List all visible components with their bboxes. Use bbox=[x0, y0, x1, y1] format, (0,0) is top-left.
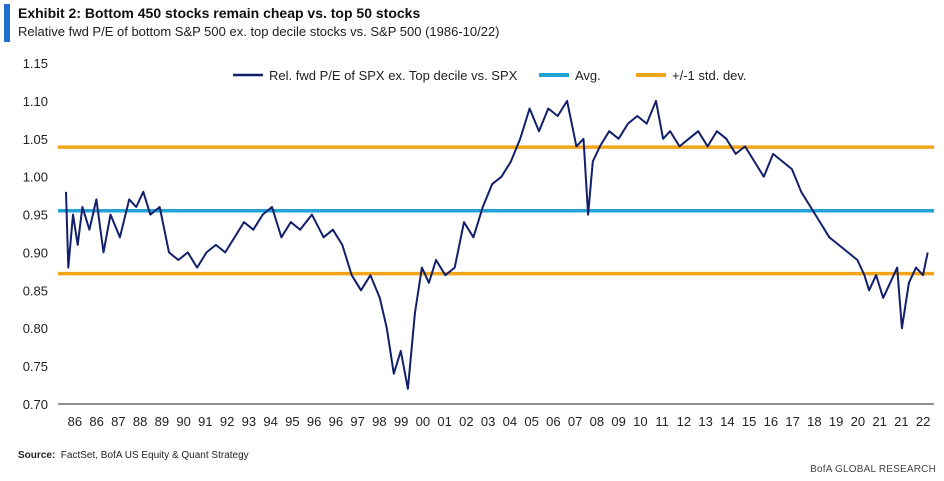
series-line bbox=[65, 99, 929, 390]
x-tick-label: 12 bbox=[677, 414, 691, 429]
x-tick-label: 98 bbox=[372, 414, 386, 429]
source-text: FactSet, BofA US Equity & Quant Strategy bbox=[60, 450, 249, 461]
x-tick-label: 96 bbox=[307, 414, 321, 429]
accent-bar bbox=[4, 4, 10, 42]
x-tick-label: 02 bbox=[459, 414, 473, 429]
legend-avg-label: Avg. bbox=[575, 68, 601, 83]
x-tick-label: 17 bbox=[785, 414, 799, 429]
x-tick-label: 14 bbox=[720, 414, 734, 429]
x-tick-label: 11 bbox=[655, 414, 669, 429]
y-axis: 0.70 0.75 0.80 0.85 0.90 0.95 1.00 1.05 1.10 1.15 bbox=[23, 56, 48, 412]
x-tick-label: 19 bbox=[829, 414, 843, 429]
legend-std: +/-1 std. dev. bbox=[636, 68, 747, 83]
y-tick-label: 0.70 bbox=[23, 397, 48, 412]
branding: BofA GLOBAL RESEARCH bbox=[810, 464, 936, 475]
chart-title: Exhibit 2: Bottom 450 stocks remain chea… bbox=[18, 5, 421, 21]
source-label: Source: bbox=[18, 450, 56, 461]
legend-series: Rel. fwd P/E of SPX ex. Top decile vs. S… bbox=[233, 68, 518, 83]
x-tick-label: 87 bbox=[111, 414, 125, 429]
x-tick-label: 95 bbox=[285, 414, 299, 429]
y-tick-label: 0.80 bbox=[23, 321, 48, 336]
x-tick-label: 05 bbox=[524, 414, 538, 429]
x-tick-label: 97 bbox=[350, 414, 364, 429]
legend: Rel. fwd P/E of SPX ex. Top decile vs. S… bbox=[233, 68, 747, 83]
x-tick-label: 90 bbox=[176, 414, 190, 429]
legend-std-label: +/-1 std. dev. bbox=[672, 68, 747, 83]
y-tick-label: 0.90 bbox=[23, 245, 48, 260]
x-tick-label: 00 bbox=[416, 414, 430, 429]
x-tick-label: 86 bbox=[68, 414, 82, 429]
x-tick-label: 99 bbox=[394, 414, 408, 429]
y-tick-label: 0.95 bbox=[23, 208, 48, 223]
x-tick-label: 13 bbox=[698, 414, 712, 429]
y-tick-label: 1.15 bbox=[23, 56, 48, 71]
reference-lines bbox=[58, 145, 934, 276]
chart-subtitle: Relative fwd P/E of bottom S&P 500 ex. t… bbox=[18, 24, 500, 39]
x-tick-label: 89 bbox=[155, 414, 169, 429]
x-tick-label: 09 bbox=[611, 414, 625, 429]
x-tick-label: 92 bbox=[220, 414, 234, 429]
x-tick-label: 16 bbox=[764, 414, 778, 429]
x-tick-label: 86 bbox=[89, 414, 103, 429]
x-tick-label: 88 bbox=[133, 414, 147, 429]
source-note: Source: FactSet, BofA US Equity & Quant … bbox=[18, 450, 249, 461]
x-tick-label: 93 bbox=[242, 414, 256, 429]
y-tick-label: 0.85 bbox=[23, 283, 48, 298]
x-tick-label: 01 bbox=[437, 414, 451, 429]
x-tick-label: 94 bbox=[263, 414, 277, 429]
legend-avg: Avg. bbox=[539, 68, 601, 83]
x-tick-label: 18 bbox=[807, 414, 821, 429]
x-tick-label: 20 bbox=[851, 414, 865, 429]
y-tick-label: 0.75 bbox=[23, 359, 48, 374]
x-tick-label: 96 bbox=[329, 414, 343, 429]
y-tick-label: 1.00 bbox=[23, 170, 48, 185]
x-tick-label: 22 bbox=[916, 414, 930, 429]
x-tick-label: 21 bbox=[872, 414, 886, 429]
x-tick-label: 21 bbox=[894, 414, 908, 429]
x-tick-label: 04 bbox=[503, 414, 517, 429]
x-tick-label: 08 bbox=[590, 414, 604, 429]
x-axis: 86 86 87 88 89 90 91 92 93 94 95 96 96 97 98 99 00 01 02 03… bbox=[68, 414, 931, 429]
x-tick-label: 06 bbox=[546, 414, 560, 429]
y-tick-label: 1.10 bbox=[23, 94, 48, 109]
x-tick-label: 10 bbox=[633, 414, 647, 429]
y-tick-label: 1.05 bbox=[23, 132, 48, 147]
x-tick-label: 07 bbox=[568, 414, 582, 429]
x-tick-label: 91 bbox=[198, 414, 212, 429]
x-tick-label: 03 bbox=[481, 414, 495, 429]
x-tick-label: 15 bbox=[742, 414, 756, 429]
legend-series-label: Rel. fwd P/E of SPX ex. Top decile vs. S… bbox=[269, 68, 518, 83]
